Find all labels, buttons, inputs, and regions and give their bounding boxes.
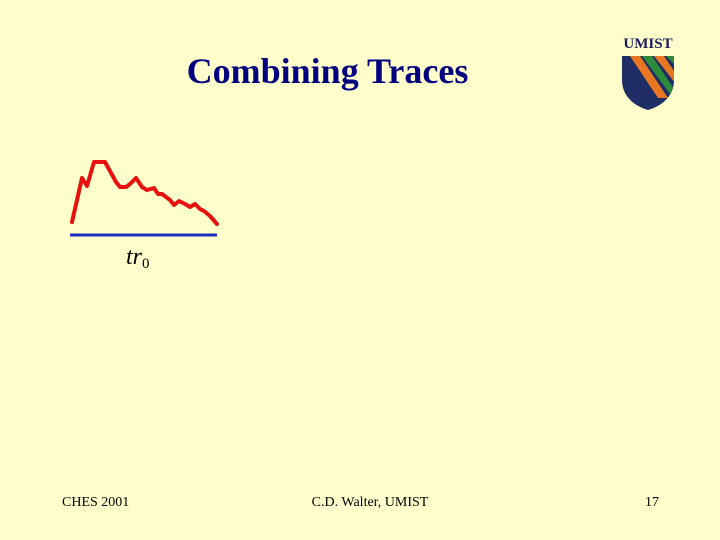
trace-label-subscript: 0 — [142, 256, 150, 272]
power-trace — [70, 160, 219, 237]
logo-text: UMIST — [623, 36, 673, 52]
trace-label: tr0 — [126, 244, 150, 273]
umist-shield-icon — [622, 56, 674, 110]
trace-label-base: tr — [126, 244, 143, 270]
footer-author: C.D. Walter, UMIST — [311, 495, 429, 510]
slide-title: Combining Traces — [186, 51, 469, 91]
umist-logo: UMIST — [612, 36, 684, 116]
footer-conference: CHES 2001 — [62, 495, 130, 510]
footer-page-number: 17 — [645, 495, 659, 510]
trace-line — [70, 160, 219, 226]
